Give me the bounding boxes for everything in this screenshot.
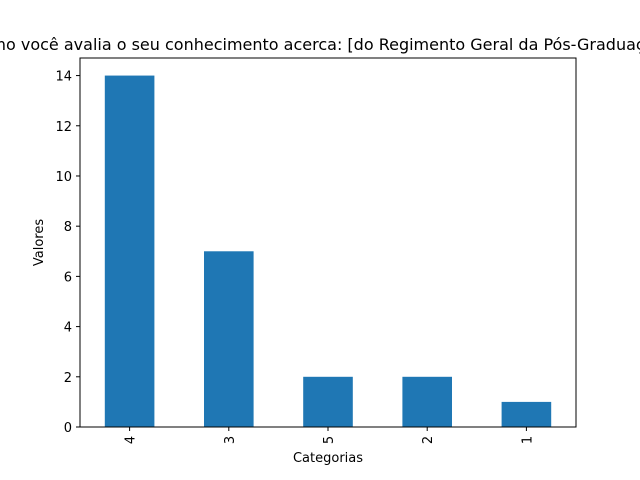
- x-axis: 4 3 5 2 1: [124, 427, 535, 444]
- bar-4: [104, 75, 155, 428]
- x-tick-label: 5: [322, 436, 337, 444]
- bar-5: [303, 376, 353, 427]
- bar-3: [204, 251, 254, 427]
- bar-1: [501, 401, 552, 427]
- chart-title: Como você avalia o seu conhecimento acer…: [0, 35, 640, 54]
- y-tick-label: 0: [64, 421, 72, 436]
- y-tick-label: 14: [55, 70, 72, 85]
- y-tick-label: 8: [64, 220, 72, 235]
- y-tick-label: 12: [55, 120, 72, 135]
- y-axis-label: Valores: [32, 219, 47, 266]
- y-axis: 0 2 4 6 8 10 12 14: [55, 70, 80, 436]
- y-tick-label: 2: [64, 371, 72, 386]
- bars-group: [104, 75, 552, 428]
- x-axis-label: Categorias: [293, 451, 363, 466]
- y-tick-label: 6: [64, 270, 72, 285]
- x-tick-label: 2: [421, 436, 436, 444]
- y-tick-label: 10: [55, 170, 72, 185]
- x-tick-label: 3: [223, 436, 238, 444]
- plot-frame: [79, 57, 577, 428]
- bar-2: [402, 376, 452, 427]
- x-tick-label: 4: [124, 436, 139, 444]
- x-tick-label: 1: [520, 436, 535, 444]
- y-tick-label: 4: [64, 321, 72, 336]
